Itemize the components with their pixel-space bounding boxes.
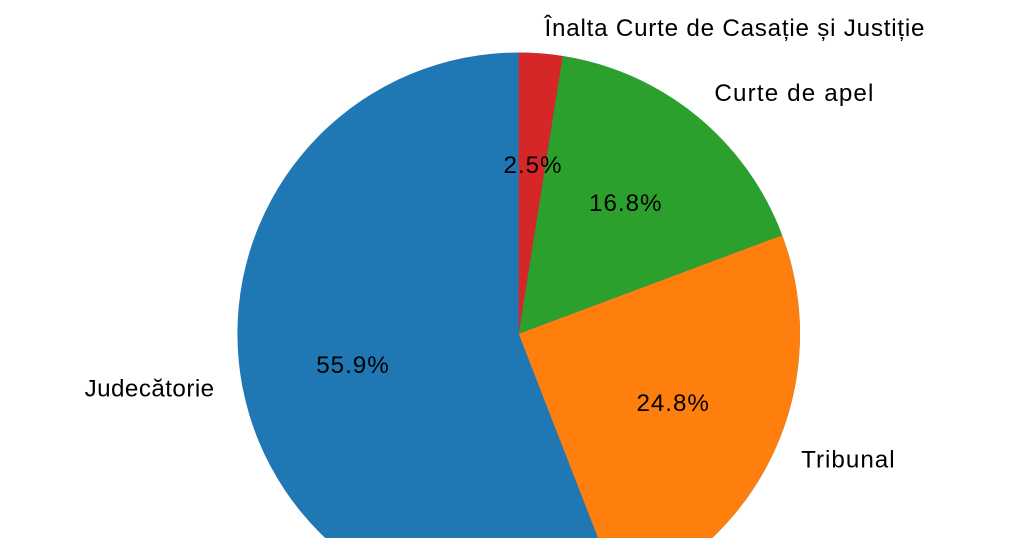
svg-text:16.8%: 16.8% [589, 190, 662, 217]
svg-text:Tribunal: Tribunal [801, 446, 895, 473]
svg-text:24.8%: 24.8% [636, 390, 709, 417]
svg-text:Înalta Curte de Casație și Jus: Înalta Curte de Casație și Justiție [544, 15, 925, 42]
svg-text:Curte de apel: Curte de apel [714, 80, 873, 107]
svg-text:55.9%: 55.9% [316, 352, 389, 379]
svg-text:Judecătorie: Judecătorie [85, 375, 215, 402]
svg-text:2.5%: 2.5% [504, 152, 562, 179]
